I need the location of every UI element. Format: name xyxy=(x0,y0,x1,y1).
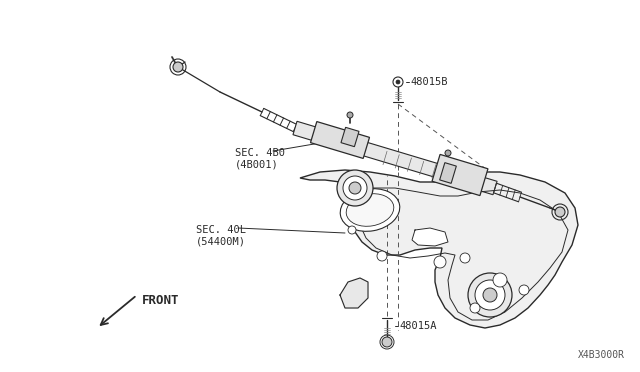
Circle shape xyxy=(493,273,507,287)
Polygon shape xyxy=(293,121,497,195)
Circle shape xyxy=(396,80,400,84)
Polygon shape xyxy=(300,170,578,328)
Text: 48015B: 48015B xyxy=(410,77,447,87)
Text: X4B3000R: X4B3000R xyxy=(578,350,625,360)
Text: FRONT: FRONT xyxy=(142,294,179,307)
Ellipse shape xyxy=(346,194,394,226)
Polygon shape xyxy=(310,122,369,158)
Circle shape xyxy=(343,176,367,200)
Circle shape xyxy=(445,150,451,156)
Text: SEC. 4B0
(4B001): SEC. 4B0 (4B001) xyxy=(235,148,285,170)
Circle shape xyxy=(377,251,387,261)
Circle shape xyxy=(468,273,512,317)
Circle shape xyxy=(434,256,446,268)
Polygon shape xyxy=(341,127,359,147)
Circle shape xyxy=(460,253,470,263)
Circle shape xyxy=(470,303,480,313)
Text: SEC. 40L
(54400M): SEC. 40L (54400M) xyxy=(196,225,246,247)
Circle shape xyxy=(349,182,361,194)
Text: 48015A: 48015A xyxy=(399,321,436,331)
Circle shape xyxy=(519,285,529,295)
Circle shape xyxy=(555,207,565,217)
Polygon shape xyxy=(412,228,448,246)
Circle shape xyxy=(173,62,183,72)
Circle shape xyxy=(337,170,373,206)
Polygon shape xyxy=(432,154,488,196)
Circle shape xyxy=(382,337,392,347)
Polygon shape xyxy=(340,278,368,308)
Polygon shape xyxy=(440,163,456,183)
Circle shape xyxy=(348,226,356,234)
Ellipse shape xyxy=(340,189,400,231)
Circle shape xyxy=(475,280,505,310)
Circle shape xyxy=(347,112,353,118)
Circle shape xyxy=(483,288,497,302)
